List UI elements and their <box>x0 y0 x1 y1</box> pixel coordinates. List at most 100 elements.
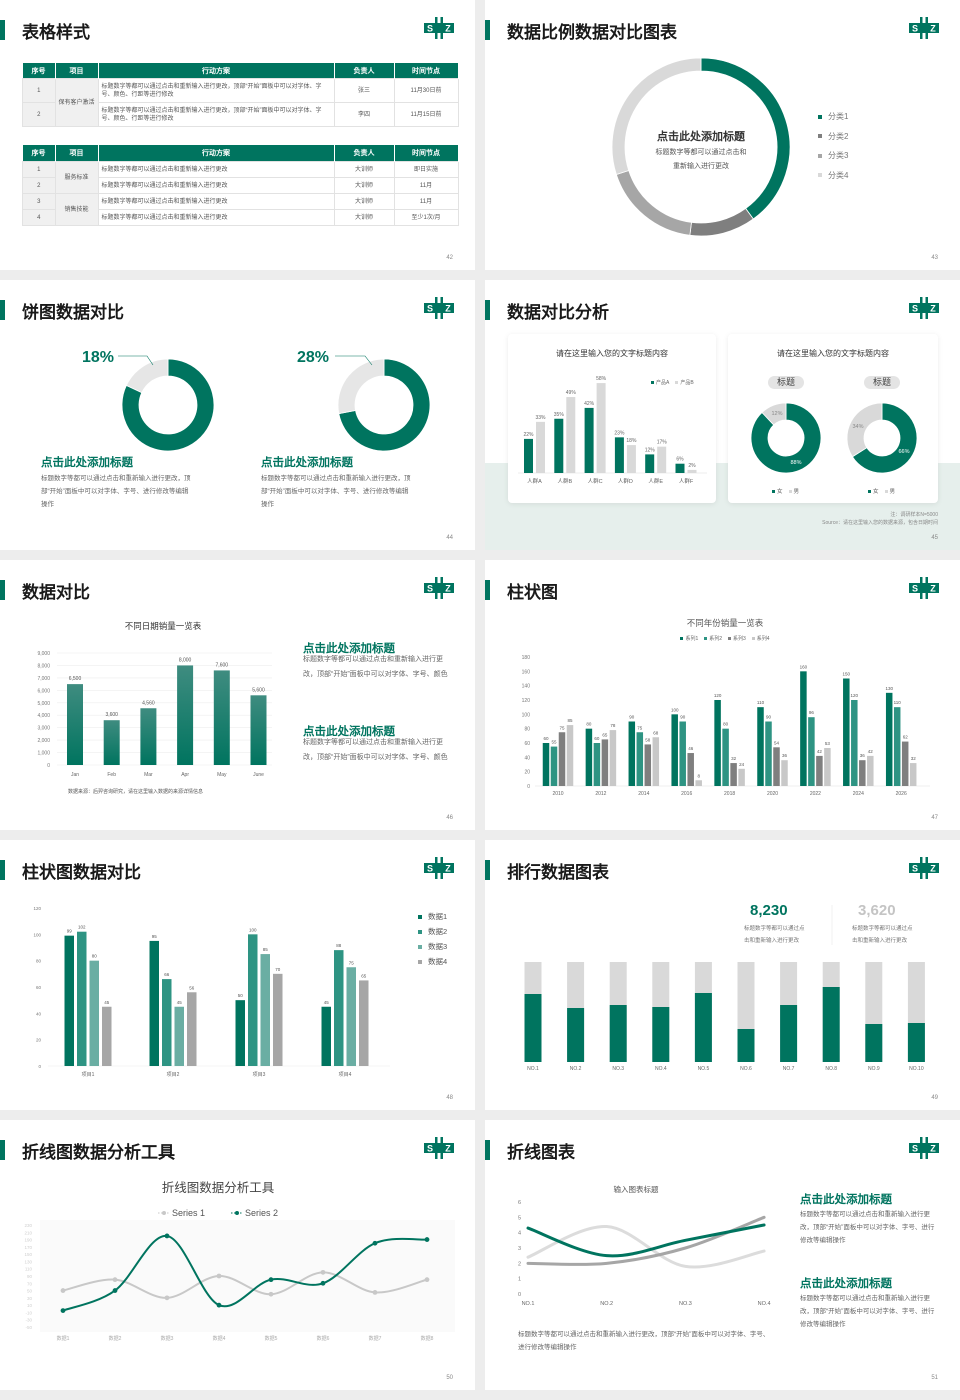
plan-cell: 标题数字等都可以通过点击和重新输入进行更改 <box>97 161 335 178</box>
bar <box>851 700 858 786</box>
page-number: 48 <box>446 1095 453 1101</box>
bar <box>816 755 823 786</box>
legend-label: 系列2 <box>709 636 722 642</box>
bar-value-label: 45 <box>177 1000 183 1005</box>
bar-fill <box>737 1029 755 1062</box>
data-point <box>320 1269 326 1275</box>
data-point <box>268 1291 274 1297</box>
data-point <box>372 1240 378 1246</box>
legend-label: 数据2 <box>428 927 448 936</box>
legend-item: 分类2 <box>818 131 848 142</box>
bar-value-label: 65 <box>602 732 608 737</box>
x-category-label: 2018 <box>724 791 735 797</box>
legend-swatch <box>651 381 654 384</box>
time-cell: 11月30日前 <box>393 78 459 103</box>
percent-label: 18% <box>82 349 115 366</box>
y-tick-label: -10 <box>25 1310 32 1315</box>
logo-box <box>909 583 939 593</box>
donut-value-label: 34% <box>852 424 863 430</box>
legend-item: 产品B <box>675 379 694 386</box>
x-category-label: 数据2 <box>109 1335 122 1342</box>
bar <box>585 728 593 786</box>
legend-label: 分类1 <box>828 112 849 121</box>
bar <box>89 960 99 1066</box>
legend-item: 女 <box>772 487 783 495</box>
page-number: 51 <box>931 1375 938 1381</box>
data-point <box>424 1277 430 1283</box>
donut-segment-main <box>121 358 215 452</box>
y-tick-label: 170 <box>24 1245 32 1250</box>
bar <box>248 934 258 1066</box>
legend-item: 女 <box>868 487 879 495</box>
legend-label: 产品A <box>656 380 670 386</box>
y-tick-label: 9,000 <box>37 651 50 657</box>
bar <box>824 748 831 786</box>
title-accent-bar <box>0 20 5 40</box>
x-category-label: 项目1 <box>82 1072 95 1078</box>
bar-value-label: 36 <box>782 753 788 758</box>
table-row: 1 保有客户激活 标题数字等都可以通过点击和重新输入进行更改，顶部“开始”面板中可以… <box>22 78 459 127</box>
data-point <box>320 1280 326 1286</box>
x-category-label: NO.10 <box>909 1066 924 1072</box>
bar <box>558 732 566 786</box>
bar <box>757 707 764 786</box>
bar <box>652 737 660 786</box>
y-tick-label: 3 <box>518 1246 521 1252</box>
bar <box>235 1000 245 1066</box>
logo-box <box>424 583 454 593</box>
title-accent-bar <box>0 580 5 600</box>
bar <box>67 684 83 765</box>
bar <box>542 743 550 786</box>
bar-value-label: 65 <box>361 973 367 978</box>
section-heading: 点击此处添加标题 <box>303 726 395 738</box>
bar <box>359 980 369 1066</box>
logo-letter: S <box>427 24 433 34</box>
title-accent-bar <box>0 1140 5 1160</box>
chart-canvas: 折线图数据分析工具 -50 -30 -10 10 30 50 70 90 110 130 150 170… <box>24 1180 455 1342</box>
legend-item: 男 <box>788 487 799 495</box>
bar <box>687 753 694 786</box>
logo-box <box>424 23 454 33</box>
bar <box>722 728 729 786</box>
slide-49: NO.1 NO.2 NO.3 NO.4 NO.5 NO.6 NO.7 NO.8 NO.9 NO.1… <box>485 840 960 1110</box>
bar-fill <box>865 1024 883 1062</box>
logo-letter: Z <box>930 24 936 34</box>
bar-value-label: 55 <box>551 740 557 745</box>
bar <box>609 730 617 786</box>
y-tick-label: -30 <box>25 1318 32 1323</box>
x-category-label: 2014 <box>638 791 649 797</box>
y-tick-label: 0 <box>38 1064 41 1069</box>
table-row: 4 标题数字等都可以通过点击和重新输入进行更改 大训师 至少1次/月 <box>22 209 459 226</box>
chart-canvas: 不同日期销量一览表 0 1,000 2,000 3,000 4,000 5,000 6,000… <box>37 621 272 778</box>
bar <box>149 940 159 1066</box>
slide-51: 输入图表标题 0 1 2 3 4 5 6 NO.1 NO.2 NO.3 NO.4 折线图表 S Z 51 标题数… <box>485 1120 960 1390</box>
title-accent-bar <box>485 1140 490 1160</box>
bar <box>554 418 564 473</box>
slide-title: 折线图数据分析工具 <box>22 1143 175 1162</box>
donut-legend: 女男 <box>772 487 799 495</box>
slide-title: 排行数据图表 <box>507 863 609 882</box>
row-number: 1 <box>22 78 56 103</box>
bar-value-label: 90 <box>680 715 686 720</box>
bar <box>808 717 815 786</box>
bar <box>566 397 576 473</box>
section-heading: 点击此处添加标题 <box>261 457 353 469</box>
bar <box>593 743 601 786</box>
y-tick-label: 40 <box>36 1011 42 1016</box>
bar-value-label: 60 <box>594 736 600 741</box>
logo-letter: Z <box>445 1144 451 1154</box>
slide-title: 饼图数据对比 <box>22 303 124 322</box>
row-number: 1 <box>22 161 56 178</box>
chart-title: 不同日期销量一览表 <box>125 621 202 631</box>
column-header: 序号 <box>22 145 56 162</box>
bar <box>213 670 230 765</box>
x-category-label: NO.9 <box>868 1066 880 1072</box>
x-category-label: 人群E <box>648 477 663 485</box>
bar <box>671 714 678 786</box>
logo-box <box>424 303 454 313</box>
bar <box>584 407 594 473</box>
data-point <box>424 1237 430 1242</box>
legend-marker-icon <box>231 1211 243 1215</box>
x-category-label: 2012 <box>595 791 606 797</box>
stat-description: 击和重新输入进行更改 <box>744 938 800 944</box>
